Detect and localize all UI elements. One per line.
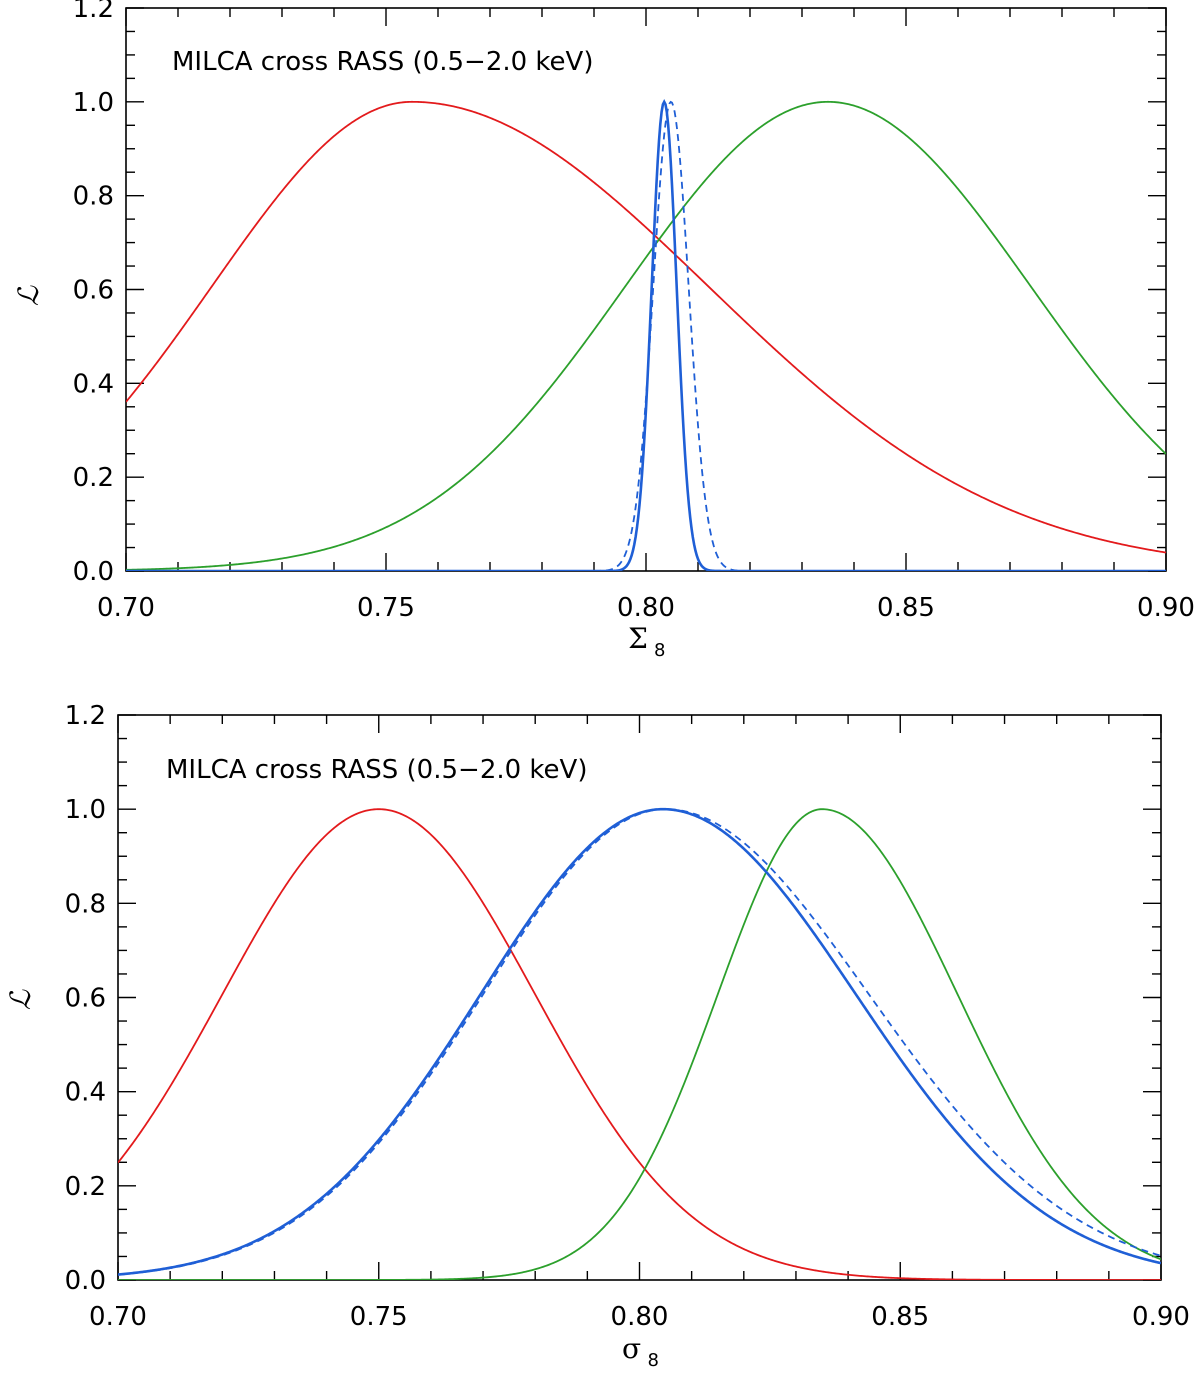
y-tick-label: 1.0 [73,88,114,118]
x-tick-label: 0.80 [617,593,675,623]
y-tick-label: 0.2 [73,463,114,493]
x-tick-label: 0.75 [350,1302,408,1332]
x-axis-label: σ [622,1332,641,1365]
y-tick-label: 0.4 [65,1078,106,1108]
series-line-3 [126,98,1166,571]
x-axis-label: Σ [628,622,648,655]
series-line-4 [126,100,1166,571]
x-tick-label: 0.70 [97,593,155,623]
series-line-1 [118,808,1161,1280]
y-tick-label: 0.8 [65,889,106,919]
series-group [126,98,1166,571]
y-tick-label: 0.8 [73,182,114,212]
x-tick-label: 0.90 [1137,593,1195,623]
series-line-4 [118,808,1161,1276]
y-tick-label: 0.6 [65,984,106,1014]
x-tick-label: 0.85 [877,593,935,623]
series-line-1 [126,100,1166,554]
series-line-2 [126,100,1166,571]
x-axis-label-subscript: 8 [648,1350,659,1371]
plot-frame [117,714,1162,1281]
series-group [118,807,1161,1280]
x-axis-label-subscript: 8 [654,640,665,661]
y-tick-label: 1.0 [65,795,106,825]
y-tick-label: 0.2 [65,1172,106,1202]
x-tick-label: 0.70 [89,1302,147,1332]
x-tick-label: 0.90 [1132,1302,1190,1332]
y-tick-label: 0.6 [73,276,114,306]
x-tick-label: 0.80 [611,1302,669,1332]
chart-panel-1: 0.70 0.75 0.80 0.85 0.90 0.0 0.2 0.4 0.6 0.8 1.0 1.… [12,0,1195,661]
x-tick-label: 0.85 [871,1302,929,1332]
plot-frame [125,7,1167,572]
y-axis-label: ℒ [12,285,45,306]
chart-panel-2: 0.70 0.75 0.80 0.85 0.90 0.0 0.2 0.4 0.6 0.8 1.0 1.… [4,701,1190,1371]
y-tick-label: 0.4 [73,369,114,399]
chart-annotation: MILCA cross RASS (0.5−2.0 keV) [172,47,593,77]
y-tick-label: 0.0 [73,557,114,587]
y-tick-label: 1.2 [65,701,106,731]
chart-annotation: MILCA cross RASS (0.5−2.0 keV) [166,755,587,785]
y-tick-label: 0.0 [65,1266,106,1296]
y-axis-label: ℒ [4,989,37,1010]
x-tick-label: 0.75 [357,593,415,623]
series-line-3 [118,807,1161,1276]
series-line-2 [118,808,1161,1280]
y-tick-label: 1.2 [73,0,114,24]
